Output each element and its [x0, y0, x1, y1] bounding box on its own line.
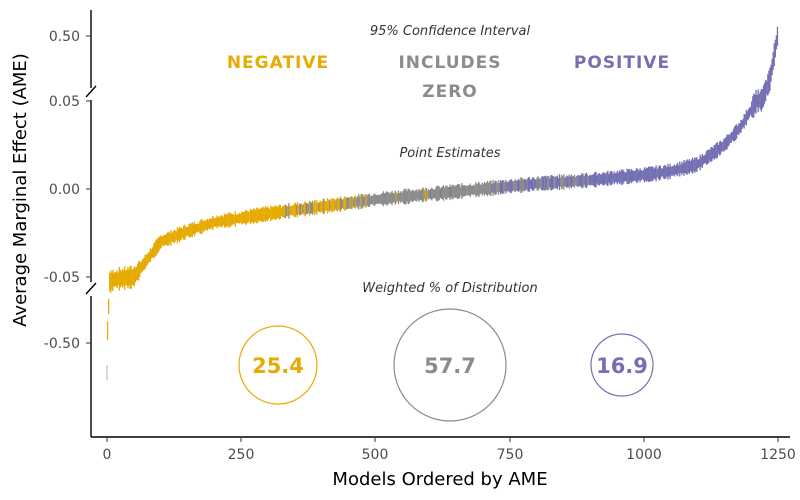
x-axis-title: Models Ordered by AME — [332, 469, 547, 490]
ci-header: 95% Confidence Interval — [370, 24, 531, 39]
x-tick-label: 750 — [497, 447, 524, 463]
point-estimates-header: Point Estimates — [399, 146, 500, 161]
axis-break-mark-upper — [85, 85, 97, 98]
y-tick-label-upper: 0.50 — [49, 29, 80, 45]
category-label-negative: NEGATIVE — [227, 53, 329, 73]
category-label-includes-zero-line2: ZERO — [422, 82, 477, 102]
x-tick-label: 500 — [362, 447, 389, 463]
distribution-header: Weighted % of Distribution — [362, 281, 537, 296]
category-label-positive: POSITIVE — [574, 53, 670, 73]
percent-label-positive: 16.9 — [596, 354, 648, 378]
distribution-bubble-positive — [590, 333, 654, 397]
distribution-bubble-includes-zero — [393, 308, 507, 422]
category-label-includes-zero: INCLUDES — [398, 53, 501, 73]
distribution-bubble-negative — [238, 325, 318, 405]
y-axis — [85, 10, 97, 437]
percent-label-includes-zero: 57.7 — [424, 354, 476, 378]
ame-marks — [106, 26, 779, 380]
x-tick-label: 250 — [228, 447, 255, 463]
y-tick-label-mid-bottom: -0.05 — [44, 270, 80, 286]
percent-label-negative: 25.4 — [252, 354, 304, 378]
x-tick-label: 1250 — [760, 447, 796, 463]
x-tick-label: 1000 — [626, 447, 662, 463]
y-axis-title: Average Marginal Effect (AME) — [10, 53, 31, 327]
y-tick-label-mid-zero: 0.00 — [49, 182, 80, 198]
y-ticks: 0.50 0.05 0.00 -0.05 -0.50 — [44, 29, 91, 352]
y-tick-label-mid-top: 0.05 — [49, 94, 80, 110]
x-ticks: 0 250 500 750 1000 1250 — [103, 437, 796, 463]
y-tick-label-lower: -0.50 — [44, 336, 80, 352]
x-tick-label: 0 — [103, 447, 112, 463]
axis-break-mark-lower — [85, 282, 97, 295]
